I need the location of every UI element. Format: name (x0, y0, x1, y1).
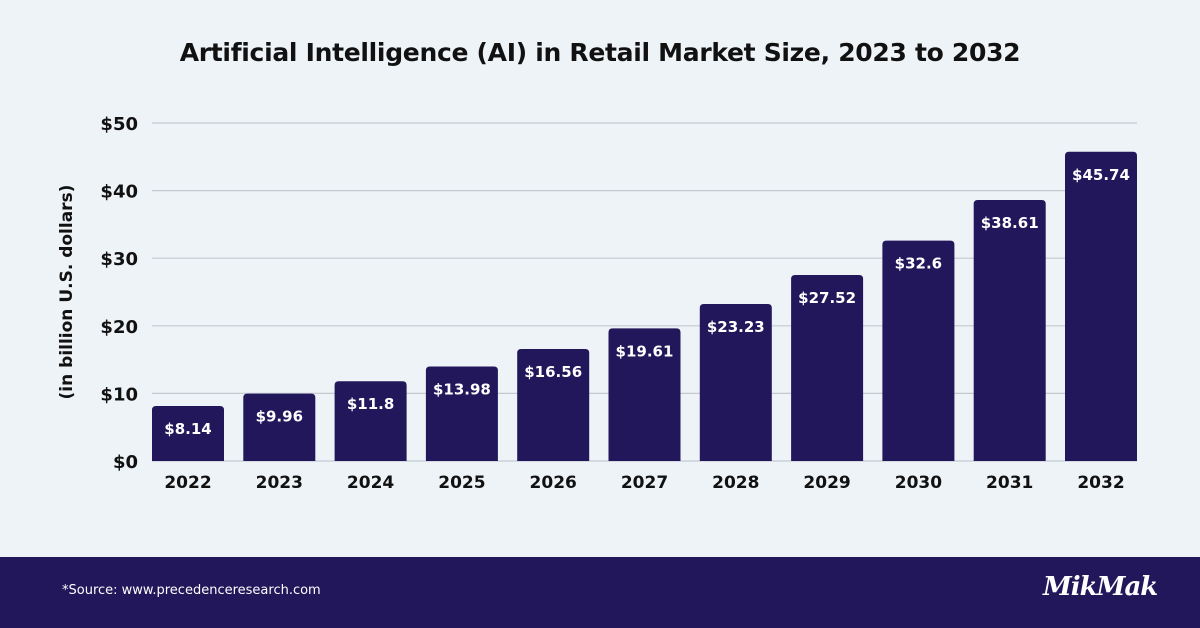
data-label: $27.52 (798, 289, 856, 307)
y-tick-label: $0 (113, 452, 138, 473)
source-text: *Source: www.precedenceresearch.com (62, 583, 321, 598)
bar-2022 (152, 405, 224, 461)
y-tick-label: $10 (100, 384, 138, 405)
data-label: $11.8 (347, 395, 394, 413)
data-label: $32.6 (895, 255, 942, 273)
footer: *Source: www.precedenceresearch.com MikM… (0, 557, 1200, 628)
bar-chart: $0 $10 $20 $30 $40 $50 (in billion U.S. dollar… (57, 114, 1137, 493)
data-label: $8.14 (164, 420, 211, 438)
data-label: $23.23 (707, 318, 765, 336)
data-label: $13.98 (433, 380, 491, 398)
bar-2023 (243, 393, 316, 461)
data-label: $19.61 (616, 342, 674, 360)
x-tick-label: 2025 (438, 473, 485, 493)
bar-2032 (1065, 151, 1137, 461)
bar-2029 (791, 274, 864, 461)
y-tick-label: $30 (100, 249, 138, 270)
y-tick-label: $40 (100, 182, 138, 203)
x-tick-label: 2031 (986, 473, 1033, 493)
mikmak-logo: MikMak (1043, 572, 1158, 602)
x-tick-label: 2032 (1077, 473, 1124, 493)
x-tick-label: 2024 (347, 473, 394, 493)
chart-title: Artificial Intelligence (AI) in Retail M… (179, 38, 1021, 67)
data-label: $45.74 (1072, 166, 1130, 184)
x-tick-label: 2022 (164, 473, 211, 493)
bar-2028 (699, 303, 772, 461)
bar-2030 (882, 240, 955, 461)
bar-2025 (425, 366, 498, 461)
x-tick-label: 2026 (530, 473, 577, 493)
x-tick-label: 2029 (803, 473, 850, 493)
x-tick-label: 2028 (712, 473, 759, 493)
data-label: $9.96 (256, 408, 303, 426)
x-tick-label: 2027 (621, 473, 668, 493)
y-axis-label: (in billion U.S. dollars) (57, 185, 77, 400)
bar-2026 (517, 349, 590, 461)
y-tick-label: $20 (100, 317, 138, 338)
bar-2027 (608, 328, 681, 461)
data-label: $38.61 (981, 214, 1039, 232)
bar-2031 (973, 199, 1046, 461)
x-tick-label: 2023 (256, 473, 303, 493)
y-tick-label: $50 (100, 114, 138, 135)
data-label: $16.56 (524, 363, 582, 381)
bar-2024 (334, 381, 407, 461)
x-tick-label: 2030 (895, 473, 942, 493)
